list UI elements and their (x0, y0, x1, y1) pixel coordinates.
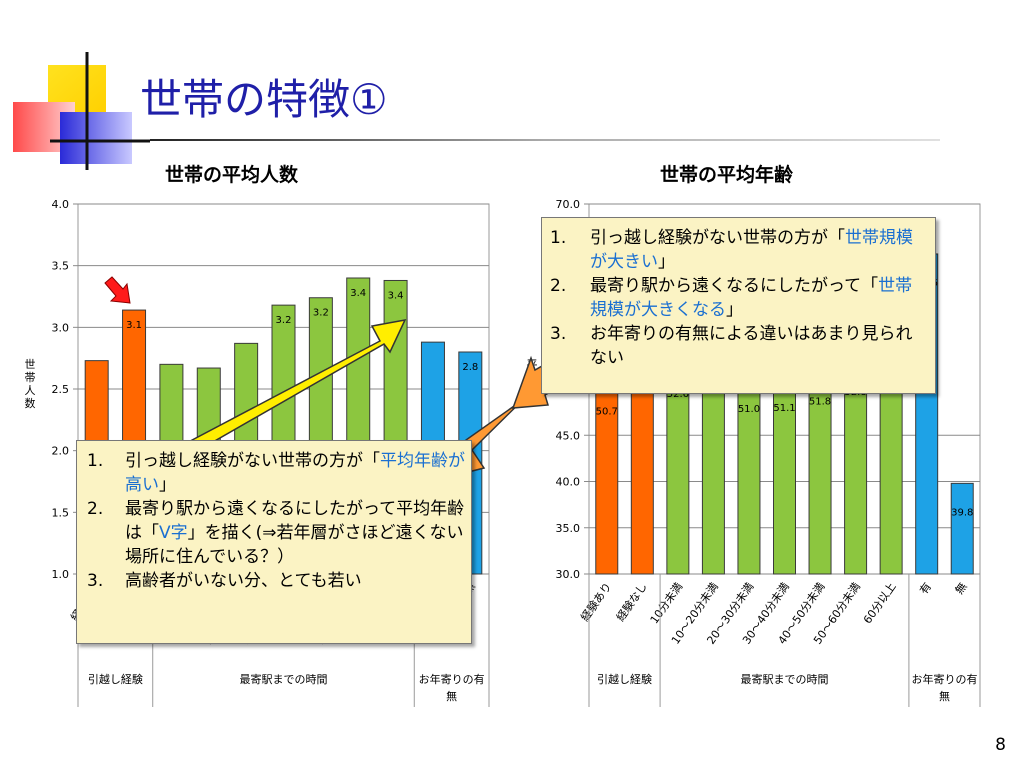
group-label: お年寄りの有 (911, 672, 977, 686)
callout-item: 2. 最寄り駅から遠くなるにしたがって「世帯規模が大きくなる」 (550, 274, 929, 322)
callout-highlight-text: 平均年齢が高い (125, 451, 465, 495)
y-tick-label: 45.0 (556, 429, 581, 442)
callout-text: 高齢者がいない分、とても若い (125, 571, 362, 591)
data-label: 50.7 (596, 407, 618, 418)
callout-text: 」 (726, 300, 743, 320)
callout-size-findings: 1. 引っ越し経験がない世帯の方が「世帯規模が大きい」 2. 最寄り駅から遠くなるにし… (541, 217, 936, 394)
callout-text: 」 (159, 475, 176, 495)
callout-age-findings: 1. 引っ越し経験がない世帯の方が「平均年齢が高い」 2. 最寄り駅から遠くなるにした… (76, 440, 472, 644)
y-axis-label: 世 (25, 358, 36, 371)
data-label: 39.8 (951, 507, 973, 518)
group-label: 最寄駅までの時間 (240, 672, 328, 686)
group-label: 無 (939, 689, 950, 703)
callout-item: 3. 高齢者がいない分、とても若い (87, 569, 465, 593)
y-tick-label: 3.0 (52, 321, 70, 334)
y-tick-label: 70.0 (556, 198, 581, 211)
data-label: 51.1 (773, 403, 795, 414)
data-label: 3.2 (313, 308, 329, 319)
y-tick-label: 35.0 (556, 522, 581, 535)
group-label: お年寄りの有 (419, 672, 485, 686)
data-label: 3.2 (276, 315, 292, 326)
group-label: 引越し経験 (88, 672, 143, 686)
data-label: 3.4 (388, 290, 404, 301)
red-marker-arrow-icon (104, 276, 131, 304)
data-label: 51.8 (809, 396, 831, 407)
data-label: 3.1 (126, 320, 142, 331)
title-underline (150, 139, 940, 141)
data-label: 3.4 (350, 288, 366, 299)
y-tick-label: 4.0 (52, 198, 70, 211)
y-axis-label: 帯 (25, 371, 36, 384)
chart-title-household-size: 世帯の平均人数 (165, 164, 299, 186)
callout-item-number: 1. (87, 451, 104, 471)
rising-arrow-icon (175, 319, 407, 459)
data-label: 2.8 (462, 362, 478, 373)
y-tick-label: 2.5 (52, 383, 70, 396)
callout-item-number: 2. (550, 276, 567, 296)
y-axis-label: 人 (25, 384, 36, 397)
callout-item: 1. 引っ越し経験がない世帯の方が「世帯規模が大きい」 (550, 226, 929, 274)
callout-highlight-text: V字 (159, 523, 188, 543)
callout-text: 」 (658, 252, 675, 272)
callout-text: 引っ越し経験がない世帯の方が「 (590, 228, 845, 248)
y-tick-label: 3.5 (52, 260, 70, 273)
y-tick-label: 1.5 (52, 506, 70, 519)
callout-highlight-text: 世帯規模が大きい (590, 228, 913, 272)
callout-highlight-text: 世帯規模が大きくなる (590, 276, 913, 320)
y-axis-label: 数 (25, 397, 36, 410)
y-tick-label: 2.0 (52, 445, 70, 458)
page-number: 8 (995, 735, 1006, 755)
callout-item-number: 3. (550, 324, 567, 344)
callout-item: 1. 引っ越し経験がない世帯の方が「平均年齢が高い」 (87, 449, 465, 497)
callout-item-number: 3. (87, 571, 104, 591)
y-tick-label: 40.0 (556, 476, 581, 489)
y-tick-label: 1.0 (52, 568, 70, 581)
callout-item: 2. 最寄り駅から遠くなるにしたがって平均年齢は「V字」を描く(⇒若年層がさほど遠… (87, 497, 465, 569)
callout-text: お年寄りの有無による違いはあまり見られない (590, 324, 913, 368)
decor-logo-icon (13, 52, 150, 170)
group-label: 最寄駅までの時間 (741, 672, 829, 686)
callout-item-number: 2. (87, 499, 104, 519)
chart-title-average-age: 世帯の平均年齢 (660, 164, 794, 186)
y-tick-label: 30.0 (556, 568, 581, 581)
callout-text: 最寄り駅から遠くなるにしたがって平均年齢は「 (125, 499, 465, 543)
group-label: 無 (446, 689, 457, 703)
bar (950, 482, 974, 575)
callout-text: 」を描く(⇒若年層がさほど遠くない場所に住んでいる？） (125, 523, 464, 567)
data-label: 52.6 (667, 389, 689, 400)
callout-text: 引っ越し経験がない世帯の方が「 (125, 451, 380, 471)
slide-title: 世帯の特徴① (140, 75, 388, 124)
data-label: 51.0 (738, 404, 760, 415)
callout-item: 3. お年寄りの有無による違いはあまり見られない (550, 322, 929, 370)
callout-item-number: 1. (550, 228, 567, 248)
group-label: 引越し経験 (597, 672, 652, 686)
callout-text: 最寄り駅から遠くなるにしたがって「 (590, 276, 879, 296)
